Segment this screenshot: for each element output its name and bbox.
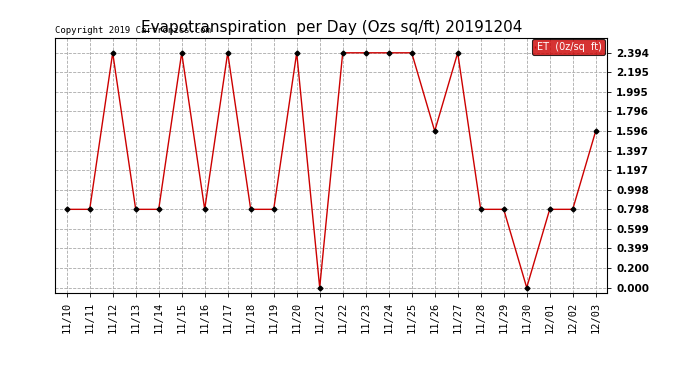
Title: Evapotranspiration  per Day (Ozs sq/ft) 20191204: Evapotranspiration per Day (Ozs sq/ft) 2… <box>141 20 522 35</box>
Legend: ET  (0z/sq  ft): ET (0z/sq ft) <box>531 39 605 55</box>
Text: Copyright 2019 Cartronics.com: Copyright 2019 Cartronics.com <box>55 26 211 35</box>
